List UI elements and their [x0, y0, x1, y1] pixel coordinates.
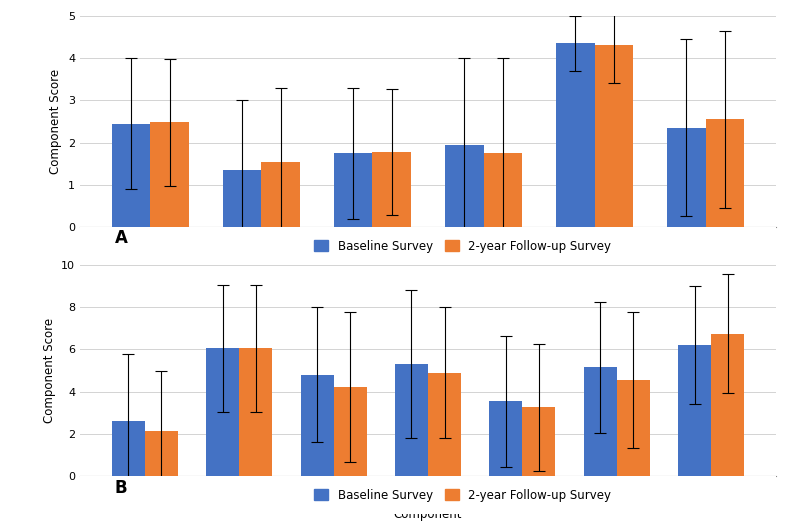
- Bar: [334, 387, 366, 476]
- Bar: [617, 380, 650, 476]
- Bar: [262, 162, 300, 227]
- Bar: [145, 431, 178, 476]
- Text: A: A: [115, 229, 128, 248]
- Bar: [239, 348, 272, 476]
- X-axis label: Component: Component: [394, 259, 462, 272]
- Bar: [150, 122, 190, 227]
- Legend: Baseline Survey, 2-year Follow-up Survey: Baseline Survey, 2-year Follow-up Survey: [314, 489, 611, 501]
- Bar: [490, 401, 522, 476]
- Bar: [666, 128, 706, 227]
- Text: B: B: [115, 479, 127, 497]
- Bar: [301, 375, 334, 476]
- Bar: [522, 408, 555, 476]
- Bar: [428, 373, 461, 476]
- Bar: [556, 43, 594, 227]
- Bar: [222, 170, 262, 227]
- Bar: [706, 119, 744, 227]
- Bar: [445, 145, 483, 227]
- Bar: [373, 152, 411, 227]
- Bar: [678, 345, 711, 476]
- Bar: [711, 333, 744, 476]
- Bar: [594, 46, 634, 227]
- Bar: [334, 153, 373, 227]
- Bar: [112, 421, 145, 476]
- Bar: [395, 364, 428, 476]
- Bar: [584, 367, 617, 476]
- Bar: [112, 123, 150, 227]
- Y-axis label: Component Score: Component Score: [42, 318, 55, 423]
- Bar: [483, 153, 522, 227]
- Legend: Baseline Survey, 2-year Follow-up Survey: Baseline Survey, 2-year Follow-up Survey: [314, 240, 611, 252]
- Y-axis label: Component Score: Component Score: [50, 69, 62, 174]
- Bar: [206, 348, 239, 476]
- X-axis label: Component: Component: [394, 508, 462, 521]
